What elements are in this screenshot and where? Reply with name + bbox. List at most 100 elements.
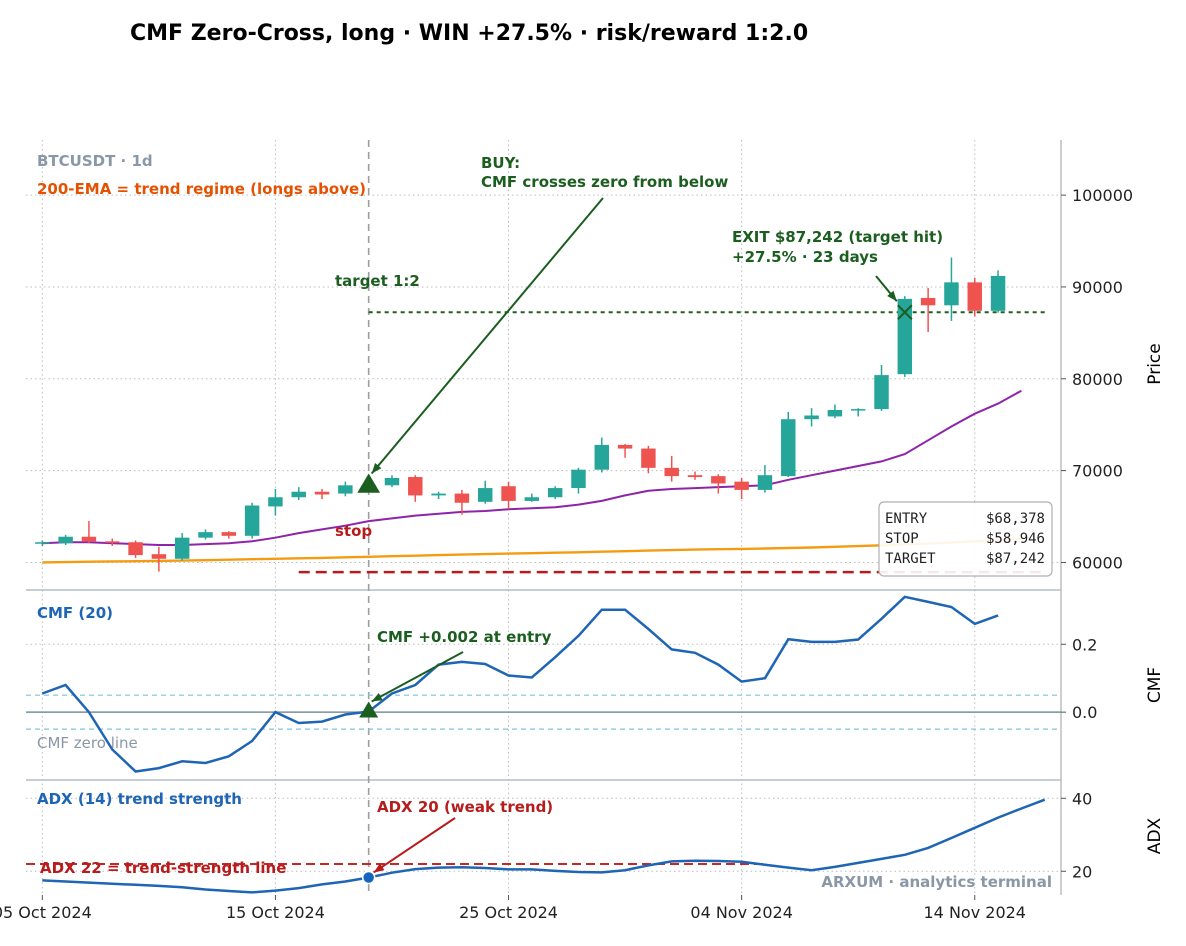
info-box-value: $87,242 [986,551,1045,567]
price-tick-label: 60000 [1072,553,1123,572]
candle-body [291,491,306,498]
info-box [878,501,1053,577]
chart-title: CMF Zero-Cross, long · WIN +27.5% · risk… [130,21,808,46]
adx-axis-label: ADX [1145,817,1165,854]
entry-marker [357,473,381,493]
reference-lines [26,140,1061,895]
exit-arrow-head [887,290,897,302]
ema-fast-series [42,389,1022,546]
adx-legend-label: ADX (14) trend strength [37,790,242,808]
candle-body [967,282,982,311]
candle-body [198,532,213,538]
adx-tick-label: 40 [1072,789,1092,808]
price-tick-label: 80000 [1072,370,1123,389]
candlesticks [35,257,1006,572]
x-tick-label: 15 Oct 2024 [226,903,325,922]
stop-label: stop [335,522,372,540]
watermark: ARXUM · analytics terminal [821,873,1052,891]
cmf-entry-marker [359,701,379,718]
target-label: target 1:2 [335,272,420,290]
candle-body [687,475,703,478]
cmf-tick-label: 0.0 [1072,703,1097,722]
info-box-label: STOP [885,531,919,547]
x-tick-label: 04 Nov 2024 [690,903,792,922]
candle-body [477,488,493,502]
ema-legend-label: 200-EMA = trend regime (longs above) [37,180,366,198]
candle-body [81,536,97,542]
candle-body [384,477,400,486]
adx-entry-marker [361,870,376,885]
candle-body [221,532,237,536]
cmf-legend-label: CMF (20) [37,604,113,622]
price-tick-label: 100000 [1072,186,1133,205]
candle-body [105,541,120,543]
info-box-value: $58,946 [986,531,1045,547]
ema200-series [42,537,1022,564]
cmf-tick-label: 0.2 [1072,635,1097,654]
candle-body [58,536,73,544]
candle-body [501,486,516,501]
candle-body [338,485,353,494]
buy-arrow [370,197,604,475]
candle-body [990,275,1006,311]
adx-entry-arrow [373,817,456,874]
candle-body [547,488,563,498]
adx-series [42,798,1046,894]
info-box-label: TARGET [885,551,936,567]
candle-body [664,467,679,477]
buy-annotation: CMF crosses zero from below [481,173,728,191]
x-tick-label: 05 Oct 2024 [0,903,92,922]
info-box-label: ENTRY [885,511,928,527]
buy-annotation: BUY: [481,154,520,172]
candle-body [314,491,330,495]
cmf-zero-label: CMF zero line [37,734,138,752]
price-tick-label: 70000 [1072,462,1123,481]
price-tick-label: 90000 [1072,278,1123,297]
trade-markers [357,197,913,885]
buy-arrow-head [371,463,382,474]
candle-body [757,475,773,490]
tick-labels: 60000 70000 80000 90000 100000 0.0 0.2 20 40 05 O… [0,186,1165,922]
price-axis-label: Price [1145,343,1165,384]
axes-frame [26,140,1062,895]
candle-body [268,497,283,507]
adx-threshold-label: ADX 22 = trend-strength line [40,859,286,877]
candle-body [897,298,913,375]
candle-body [874,375,889,410]
candle-body [128,542,143,556]
candle-body [617,444,633,449]
candle-body [641,448,656,468]
symbol-label: BTCUSDT · 1d [37,152,153,170]
chart-labels: BTCUSDT · 1d 200-EMA = trend regime (long… [37,152,1053,891]
cmf-axis-label: CMF [1145,667,1165,703]
cmf-entry-annotation: CMF +0.002 at entry [377,628,552,646]
candle-body [431,493,446,496]
candle-body [944,282,959,306]
ema-fast-line [42,389,1022,546]
candle-body [454,493,470,503]
x-tick-label: 25 Oct 2024 [459,903,558,922]
candle-body [850,409,866,411]
exit-annotation: +27.5% · 23 days [732,248,878,266]
candle-body [151,554,167,559]
ema200-line [42,537,1022,564]
cmf-series [41,595,999,773]
x-tick-label: 14 Nov 2024 [924,903,1026,922]
candle-body [174,537,190,559]
indicator-lines [41,595,1046,894]
candle-body [711,476,726,484]
adx-entry-arrow-head [373,863,385,873]
info-box-value: $68,378 [986,511,1045,527]
adx-tick-label: 20 [1072,862,1092,881]
cmf-entry-arrow [371,651,464,703]
candle-body [804,415,819,420]
candle-body [35,542,50,544]
candle-body [524,497,540,501]
candle-body [244,505,260,536]
exit-marker [897,304,913,320]
candle-body [920,297,936,306]
candle-body [571,469,586,489]
adx-entry-annotation: ADX 20 (weak trend) [377,798,553,816]
candle-body [781,419,796,477]
